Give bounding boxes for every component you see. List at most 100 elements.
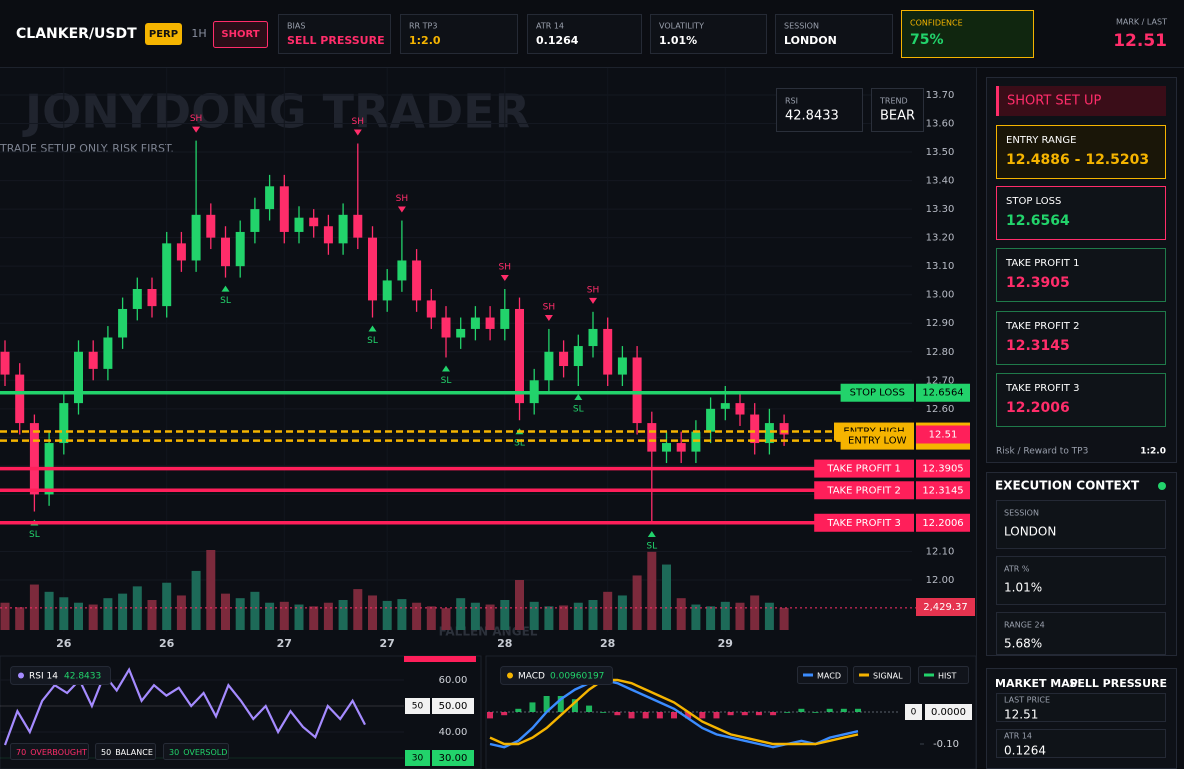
map-label: LAST PRICE [1004, 696, 1050, 705]
hist-bar [487, 712, 493, 719]
rsi-legend [10, 666, 111, 685]
volume-bar [368, 595, 377, 630]
volume-bar [470, 602, 480, 630]
pivot-label: SL [514, 439, 525, 449]
card-label: TAKE PROFIT 3 [1005, 383, 1079, 394]
y-tick-label: 50.00 [439, 701, 468, 712]
tick-tag [925, 704, 972, 720]
macd-line [489, 678, 859, 749]
map-card [996, 693, 1166, 722]
volume-bar [397, 599, 407, 630]
setup-card [996, 125, 1166, 179]
band-chip-value: 50 [101, 748, 111, 757]
volume-bar [353, 589, 363, 630]
legend-entry: MACD [817, 672, 841, 681]
candle-body [662, 443, 671, 452]
volume-label: 2,429.37 [923, 602, 968, 613]
context-value: LONDON [1004, 525, 1056, 539]
band-chip-text: 30 OVERSOLD [169, 748, 227, 757]
setup-title: SHORT SET UP [1007, 94, 1101, 109]
stat-value: LONDON [784, 34, 837, 47]
candle-body [470, 317, 480, 329]
candle-body [294, 217, 304, 232]
stat-box [901, 10, 1034, 58]
overbought-tag [404, 656, 476, 662]
band-chip [95, 743, 156, 760]
candle-body [29, 423, 39, 495]
level-value: 12.51 [929, 430, 958, 441]
indicator-label: TREND [879, 97, 908, 106]
hist-bar [501, 712, 508, 716]
band-tag-value: 50 [412, 702, 424, 712]
volume-bar [500, 600, 510, 630]
volume-bar [573, 602, 583, 630]
level-value: 12.2006 [922, 518, 963, 529]
candle-body [485, 317, 495, 329]
band-chip-value: 30 [169, 748, 179, 757]
hist-bar [741, 712, 748, 716]
y-tick-label: 12.70 [926, 375, 955, 386]
pivot-label: SL [29, 530, 40, 540]
y-tick-label: -0.10 [933, 739, 959, 750]
candle-body [265, 186, 275, 210]
volume-bar [485, 604, 495, 630]
band-chip-text: 70 OVERBOUGHT [16, 748, 87, 757]
hist-bar [855, 708, 861, 712]
pivot-arrow [353, 129, 362, 136]
pivot-label: SH [396, 194, 408, 204]
candle-body [235, 231, 245, 267]
level-value-tag [916, 459, 970, 478]
legend-dot [507, 672, 513, 679]
setup-card [996, 311, 1166, 365]
volume-bar [706, 606, 716, 630]
y-tick-label: 12.00 [926, 575, 955, 586]
volume-bar [15, 607, 25, 630]
volume-bar [147, 600, 157, 630]
stat-value: SELL PRESSURE [287, 34, 385, 47]
volume-bar [74, 602, 83, 630]
mark-label: MARK / LAST [1116, 18, 1167, 27]
card-label: TAKE PROFIT 2 [1005, 321, 1079, 332]
x-tick-label: 27 [277, 637, 292, 650]
market: PERP [149, 29, 178, 40]
y-tick-label: 12.10 [926, 546, 955, 557]
hist-bar [586, 705, 593, 712]
volume-bar [426, 606, 436, 630]
tick-tag [432, 698, 474, 714]
card-label: STOP LOSS [1006, 196, 1061, 207]
candle-body [706, 408, 716, 432]
candle-body [426, 300, 436, 318]
volume-bar [235, 598, 245, 630]
volume-bar [176, 595, 186, 630]
volume-bar [412, 602, 422, 630]
stat-value: 1.01% [659, 34, 697, 47]
legend-dot [18, 672, 24, 679]
context-card [996, 556, 1166, 605]
candle-body [191, 214, 201, 261]
stat-label: RR TP3 [409, 22, 437, 31]
volume-bar [162, 582, 172, 630]
hist-bar [529, 702, 536, 712]
volume-bar [0, 602, 10, 630]
candle-body [544, 351, 554, 381]
volume-bar [588, 600, 598, 630]
legend-name: MACD [518, 672, 545, 682]
hist-bar [628, 712, 635, 719]
level-name: TAKE PROFIT 1 [826, 464, 900, 475]
band-chip-name: BALANCE [115, 748, 153, 757]
x-tick-label: 26 [56, 637, 72, 650]
candle-body [412, 260, 422, 301]
map-value: 12.51 [1004, 708, 1038, 722]
volume-bar [647, 551, 657, 630]
volume-bar [132, 586, 142, 630]
candle-body [279, 186, 289, 232]
indicator-value: 42.8433 [785, 109, 839, 124]
map-card [996, 729, 1166, 758]
volume-bar [294, 604, 304, 630]
hist-bar [571, 699, 578, 712]
timeframe: 1H [191, 27, 206, 40]
setup-card [996, 186, 1166, 240]
macd-legend [500, 666, 613, 685]
volume-bar [88, 604, 98, 630]
level-value-tag [916, 425, 970, 444]
